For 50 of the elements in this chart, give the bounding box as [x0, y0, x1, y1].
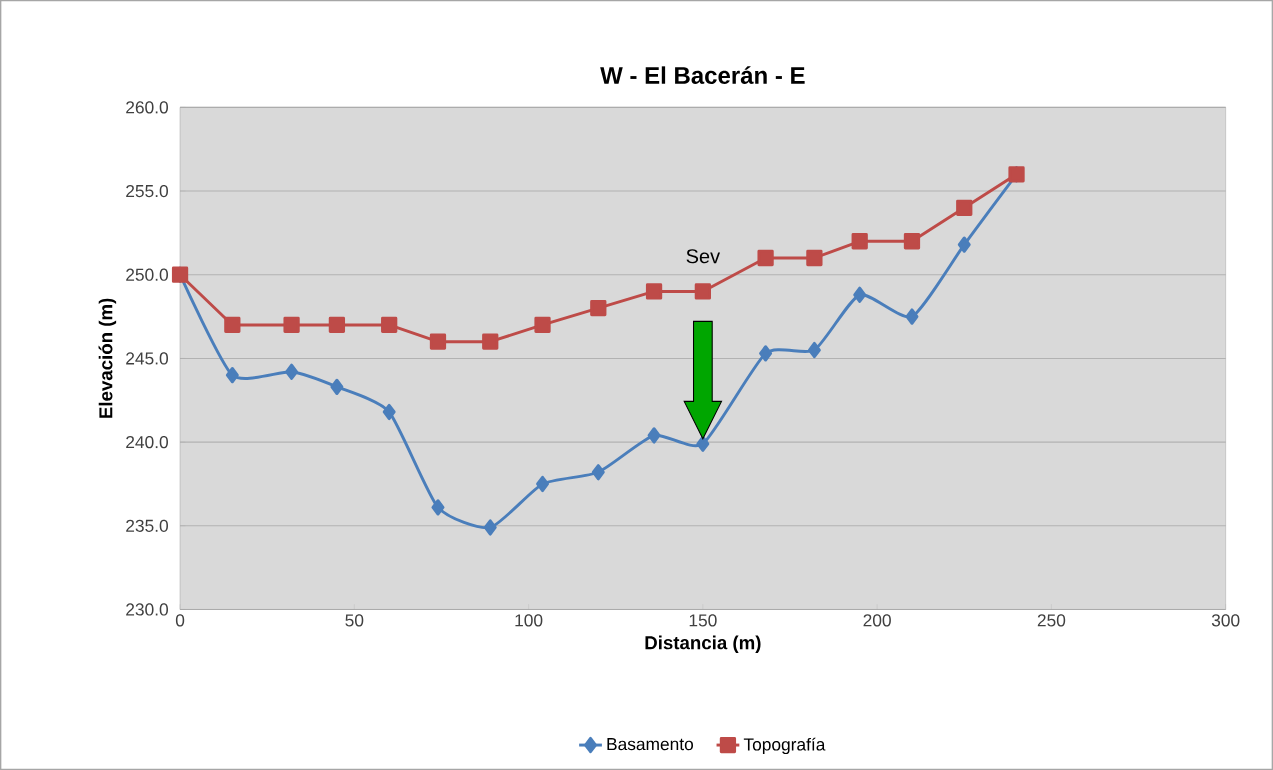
y-tick-label: 260.0: [126, 101, 168, 114]
legend-label: Topografía: [743, 737, 826, 754]
point: [283, 316, 300, 333]
point: [285, 363, 299, 380]
point: [696, 435, 710, 452]
point: [330, 378, 344, 395]
point: [591, 464, 605, 481]
point: [482, 333, 499, 350]
point: [382, 403, 396, 421]
y-tick-label: 250.0: [126, 268, 168, 281]
point: [957, 236, 971, 253]
x-tick-label: 200: [863, 614, 891, 627]
point: [429, 333, 447, 350]
point: [694, 283, 711, 300]
chart-title: W - El Bacerán - E: [600, 66, 805, 84]
y-tick-label: 230.0: [126, 603, 168, 616]
y-tick-label: 240.0: [126, 435, 168, 449]
point: [224, 316, 241, 333]
point: [807, 341, 821, 359]
x-tick-label: 0: [175, 614, 185, 627]
y-tick-label: 235.0: [126, 519, 168, 532]
point: [534, 316, 551, 333]
x-axis-title: Distancia (m): [645, 635, 761, 653]
point: [806, 249, 823, 267]
point: [328, 316, 346, 333]
point: [381, 316, 398, 333]
point: [483, 519, 497, 536]
x-tick-label: 250: [1037, 614, 1066, 627]
point: [431, 499, 445, 516]
point: [647, 427, 661, 444]
point: [903, 233, 921, 250]
y-tick-label: 245.0: [126, 352, 168, 365]
annotation: Sev: [686, 249, 721, 264]
point: [590, 299, 607, 317]
point: [956, 199, 973, 216]
point: [905, 308, 919, 325]
y-axis-title: Elevación (m): [98, 298, 117, 418]
point: [645, 283, 663, 300]
point: [759, 345, 773, 362]
point: [536, 475, 550, 492]
y-tick-label: 255.0: [126, 184, 168, 198]
x-tick-label: 300: [1211, 614, 1240, 627]
x-tick-label: 150: [689, 614, 717, 627]
point: [225, 366, 239, 384]
legend-label: Basamento: [607, 738, 693, 751]
x-tick-label: 100: [515, 614, 543, 627]
point: [757, 249, 774, 267]
x-tick-label: 50: [345, 614, 364, 627]
point: [851, 233, 868, 250]
point: [853, 286, 867, 303]
